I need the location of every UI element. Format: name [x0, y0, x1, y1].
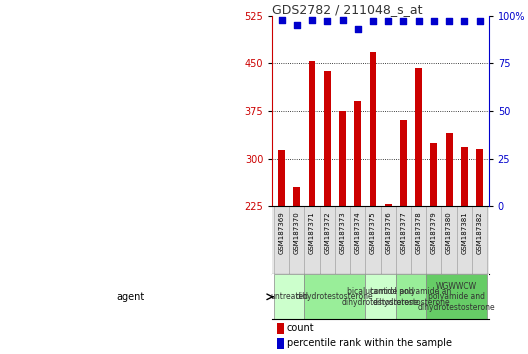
Point — [323, 19, 332, 24]
Bar — [309, 62, 315, 206]
Text: untreated: untreated — [270, 292, 308, 301]
Text: control polyamide an
dihydrotestosterone: control polyamide an dihydrotestosterone — [371, 287, 451, 307]
Text: GSM187370: GSM187370 — [294, 212, 300, 255]
Bar — [381, 206, 396, 274]
Bar — [426, 206, 441, 274]
Text: GSM187373: GSM187373 — [340, 212, 345, 255]
Bar — [305, 274, 365, 320]
Bar — [277, 322, 285, 334]
Text: GSM187380: GSM187380 — [446, 212, 452, 255]
Point — [414, 19, 423, 24]
Text: WGWWCW
polyamide and
dihydrotestosterone: WGWWCW polyamide and dihydrotestosterone — [418, 282, 495, 312]
Bar — [319, 206, 335, 274]
Bar — [274, 206, 289, 274]
Text: GSM187377: GSM187377 — [400, 212, 407, 255]
Bar — [472, 206, 487, 274]
Bar — [430, 143, 437, 206]
Point — [475, 19, 484, 24]
Bar — [461, 147, 468, 206]
Text: GSM187374: GSM187374 — [355, 212, 361, 254]
Bar — [426, 274, 487, 320]
Point — [308, 17, 316, 22]
Text: GSM187382: GSM187382 — [477, 212, 483, 254]
Bar — [385, 204, 392, 206]
Point — [430, 19, 438, 24]
Point — [354, 26, 362, 32]
Text: GSM187378: GSM187378 — [416, 212, 422, 255]
Bar — [370, 52, 376, 206]
Bar — [365, 206, 381, 274]
Text: bicalutamide and
dihydrotestosterone: bicalutamide and dihydrotestosterone — [342, 287, 419, 307]
Bar — [335, 206, 350, 274]
Bar — [274, 274, 305, 320]
Text: GSM187369: GSM187369 — [279, 212, 285, 255]
Bar — [339, 111, 346, 206]
Text: dihydrotestosterone: dihydrotestosterone — [296, 292, 374, 301]
Text: GDS2782 / 211048_s_at: GDS2782 / 211048_s_at — [272, 3, 423, 16]
Bar — [289, 206, 305, 274]
Bar — [396, 274, 426, 320]
Bar — [457, 206, 472, 274]
Bar — [411, 206, 426, 274]
Text: GSM187372: GSM187372 — [324, 212, 331, 254]
Point — [369, 19, 377, 24]
Text: GSM187376: GSM187376 — [385, 212, 391, 255]
Bar — [415, 68, 422, 206]
Bar — [278, 150, 285, 206]
Bar — [476, 149, 483, 206]
Bar — [400, 120, 407, 206]
Point — [338, 17, 347, 22]
Point — [384, 19, 392, 24]
Point — [445, 19, 454, 24]
Text: GSM187381: GSM187381 — [461, 212, 467, 255]
Bar — [354, 102, 361, 206]
Bar — [294, 187, 300, 206]
Bar — [446, 133, 452, 206]
Bar — [441, 206, 457, 274]
Bar — [277, 338, 285, 349]
Bar — [350, 206, 365, 274]
Point — [399, 19, 408, 24]
Bar — [365, 274, 396, 320]
Text: GSM187371: GSM187371 — [309, 212, 315, 255]
Bar — [305, 206, 319, 274]
Text: percentile rank within the sample: percentile rank within the sample — [287, 338, 451, 348]
Bar — [324, 71, 331, 206]
Point — [277, 17, 286, 22]
Point — [293, 22, 301, 28]
Text: count: count — [287, 323, 314, 333]
Point — [460, 19, 468, 24]
Text: GSM187379: GSM187379 — [431, 212, 437, 255]
Bar — [396, 206, 411, 274]
Text: agent: agent — [117, 292, 145, 302]
Text: GSM187375: GSM187375 — [370, 212, 376, 254]
